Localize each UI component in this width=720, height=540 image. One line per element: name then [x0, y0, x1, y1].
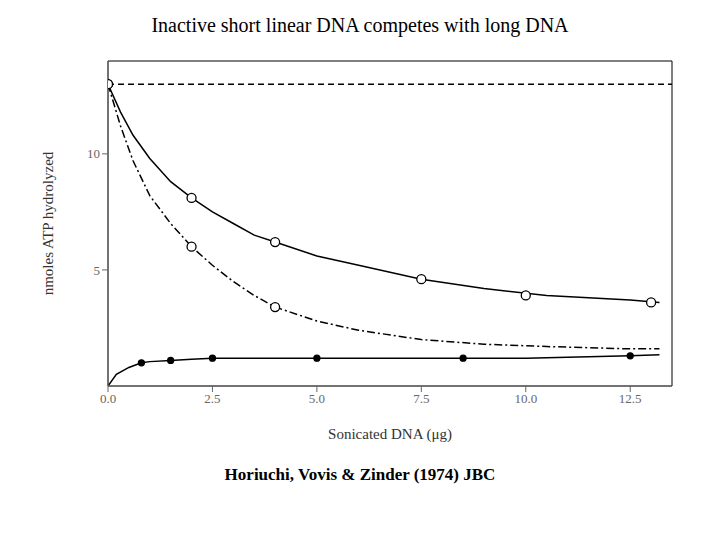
svg-text:2.5: 2.5 [204, 391, 220, 406]
svg-text:10.0: 10.0 [514, 391, 537, 406]
svg-text:7.5: 7.5 [413, 391, 429, 406]
svg-text:Sonicated DNA (μg): Sonicated DNA (μg) [328, 426, 452, 443]
svg-text:10: 10 [87, 146, 100, 161]
svg-text:5: 5 [94, 263, 101, 278]
svg-text:nmoles ATP hydrolyzed: nmoles ATP hydrolyzed [40, 151, 56, 295]
svg-text:5.0: 5.0 [309, 391, 325, 406]
svg-text:0.0: 0.0 [100, 391, 116, 406]
svg-text:12.5: 12.5 [619, 391, 642, 406]
html-text:Horiuchi, Vovis & Zinder (1974: Horiuchi, Vovis & Zinder (1974) JBC [224, 465, 496, 484]
html-text:Inactive short linear DNA comp: Inactive short linear DNA competes with … [151, 14, 569, 36]
